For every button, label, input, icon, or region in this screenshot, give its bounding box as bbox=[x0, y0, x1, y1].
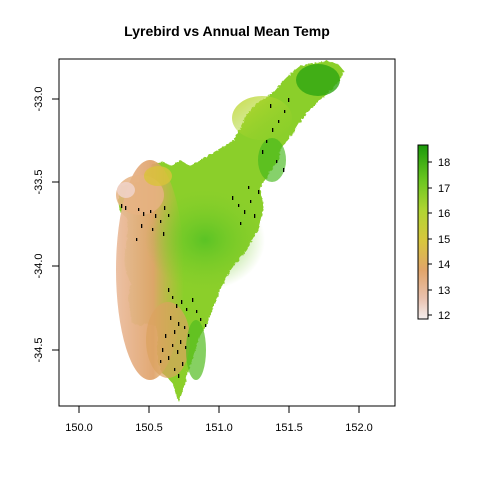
x-tick-labels: 150.0 150.5 151.0 151.5 152.0 bbox=[65, 422, 373, 434]
color-legend: 12 13 14 15 16 17 18 bbox=[417, 144, 450, 322]
raster-coastal-green bbox=[258, 138, 286, 182]
raster-south-green bbox=[186, 320, 206, 380]
x-axis bbox=[78, 405, 360, 413]
x-tick-label: 152.0 bbox=[345, 422, 373, 434]
temperature-raster bbox=[116, 61, 344, 402]
x-tick-label: 151.5 bbox=[275, 422, 303, 434]
y-tick-labels: -33.0 -33.5 -34.0 -34.5 bbox=[33, 86, 45, 362]
legend-tick-label: 16 bbox=[438, 208, 450, 220]
raster-warm-southwest bbox=[146, 302, 190, 378]
legend-ticks bbox=[428, 161, 432, 316]
y-axis bbox=[52, 98, 60, 351]
y-tick-label: -34.5 bbox=[33, 337, 45, 362]
y-tick-label: -34.0 bbox=[33, 253, 45, 278]
legend-tick-label: 17 bbox=[438, 183, 450, 195]
lyrebird-points bbox=[121, 98, 290, 378]
legend-tick-label: 18 bbox=[438, 157, 450, 169]
legend-tick-label: 12 bbox=[438, 310, 450, 322]
legend-tick-label: 15 bbox=[438, 234, 450, 246]
y-tick-label: -33.0 bbox=[33, 86, 45, 111]
raster-core-green bbox=[145, 190, 265, 290]
legend-tick-label: 14 bbox=[438, 259, 450, 271]
raster-dark-green-northeast bbox=[296, 64, 340, 96]
raster-yellow-patch bbox=[144, 166, 172, 186]
x-tick-label: 150.5 bbox=[135, 422, 163, 434]
raster-yellow-north bbox=[232, 96, 292, 140]
y-tick-label: -33.5 bbox=[33, 169, 45, 194]
raster-pale-corner bbox=[117, 182, 135, 198]
plot-title: Lyrebird vs Annual Mean Temp bbox=[124, 23, 330, 39]
x-tick-label: 151.0 bbox=[205, 422, 233, 434]
legend-colorbar bbox=[417, 144, 429, 320]
legend-tick-label: 13 bbox=[438, 285, 450, 297]
x-tick-label: 150.0 bbox=[65, 422, 93, 434]
